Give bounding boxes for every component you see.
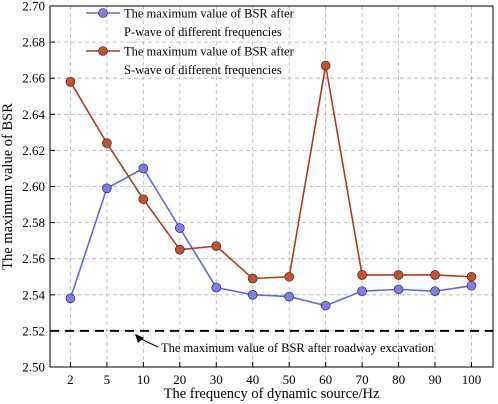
reference-line-label: The maximum value of BSR after roadway e… bbox=[161, 341, 435, 355]
data-point-p-wave bbox=[393, 284, 404, 295]
x-tick-label: 70 bbox=[356, 372, 369, 387]
y-tick-label: 2.60 bbox=[22, 179, 45, 194]
annotation-arrow-head bbox=[135, 333, 144, 343]
data-point-s-wave bbox=[211, 241, 222, 251]
x-tick-label: 80 bbox=[392, 372, 405, 387]
data-point-s-wave bbox=[247, 273, 258, 284]
legend-label-s-wave-line1: The maximum value of BSR after bbox=[124, 45, 295, 59]
y-tick-label: 2.52 bbox=[22, 323, 45, 338]
x-tick-label: 2 bbox=[67, 372, 74, 387]
data-point-s-wave bbox=[102, 138, 112, 148]
data-point-s-wave bbox=[466, 271, 477, 282]
y-tick-label: 2.64 bbox=[22, 107, 45, 122]
y-tick-label: 2.66 bbox=[22, 71, 45, 86]
data-point-p-wave bbox=[247, 289, 258, 300]
legend-label-p-wave-line2: P-wave of different frequencies bbox=[124, 25, 282, 39]
x-axis-label: The frequency of dynamic source/Hz bbox=[164, 386, 380, 402]
data-point-p-wave bbox=[65, 293, 76, 304]
x-tick-label: 90 bbox=[429, 372, 442, 387]
series-layer bbox=[65, 60, 477, 311]
series-s-wave bbox=[65, 60, 477, 284]
data-point-s-wave bbox=[65, 77, 76, 87]
x-tick-label: 40 bbox=[246, 372, 259, 387]
data-point-p-wave bbox=[175, 223, 185, 233]
grid-lines bbox=[50, 6, 493, 367]
data-point-p-wave bbox=[430, 286, 440, 296]
data-point-s-wave bbox=[430, 270, 440, 280]
legend-marker-p-wave bbox=[98, 8, 108, 18]
series-line-s-wave bbox=[69, 65, 472, 280]
x-tick-label: 100 bbox=[462, 372, 482, 387]
data-point-s-wave bbox=[393, 270, 404, 280]
data-point-s-wave bbox=[138, 194, 149, 204]
data-point-p-wave bbox=[211, 282, 222, 293]
axes: 2.50 2.52 2.54 2.56 2.58 2.60 2.62 2.64 2.66 2.68… bbox=[22, 0, 481, 387]
legend-entry-s-wave: The maximum value of BSR after S-wave of… bbox=[86, 45, 295, 77]
data-point-p-wave bbox=[466, 280, 477, 291]
x-tick-label: 10 bbox=[137, 372, 150, 387]
x-tick-label: 20 bbox=[173, 372, 186, 387]
x-tick-label: 60 bbox=[319, 372, 332, 387]
data-point-s-wave bbox=[320, 60, 331, 71]
reference-line-group: The maximum value of BSR after roadway e… bbox=[50, 329, 493, 355]
y-tick-label: 2.50 bbox=[22, 360, 45, 375]
data-point-s-wave bbox=[175, 244, 185, 255]
x-tick-label: 50 bbox=[283, 372, 296, 387]
data-point-p-wave bbox=[320, 300, 331, 311]
y-tick-label: 2.54 bbox=[22, 287, 45, 302]
legend-entry-p-wave: The maximum value of BSR after P-wave of… bbox=[86, 7, 295, 39]
data-point-p-wave bbox=[102, 183, 112, 194]
legend-label-s-wave-line2: S-wave of different frequencies bbox=[124, 63, 282, 77]
legend: The maximum value of BSR after P-wave of… bbox=[86, 7, 295, 77]
y-tick-label: 2.58 bbox=[22, 215, 45, 230]
data-point-s-wave bbox=[357, 270, 367, 280]
series-p-wave bbox=[65, 163, 477, 311]
data-point-p-wave bbox=[138, 163, 149, 174]
y-tick-label: 2.68 bbox=[22, 35, 45, 50]
y-tick-label: 2.56 bbox=[22, 251, 45, 266]
data-point-p-wave bbox=[284, 291, 294, 302]
legend-marker-s-wave bbox=[98, 46, 108, 56]
x-tick-label: 30 bbox=[210, 372, 223, 387]
data-point-s-wave bbox=[284, 271, 294, 282]
y-tick-label: 2.70 bbox=[22, 0, 45, 14]
x-tick-label: 5 bbox=[104, 372, 111, 387]
legend-label-p-wave-line1: The maximum value of BSR after bbox=[124, 7, 295, 21]
data-point-p-wave bbox=[357, 286, 367, 296]
y-axis-label: The maximum value of BSR bbox=[0, 103, 16, 270]
y-tick-label: 2.62 bbox=[22, 143, 45, 158]
series-line-p-wave bbox=[69, 167, 472, 307]
